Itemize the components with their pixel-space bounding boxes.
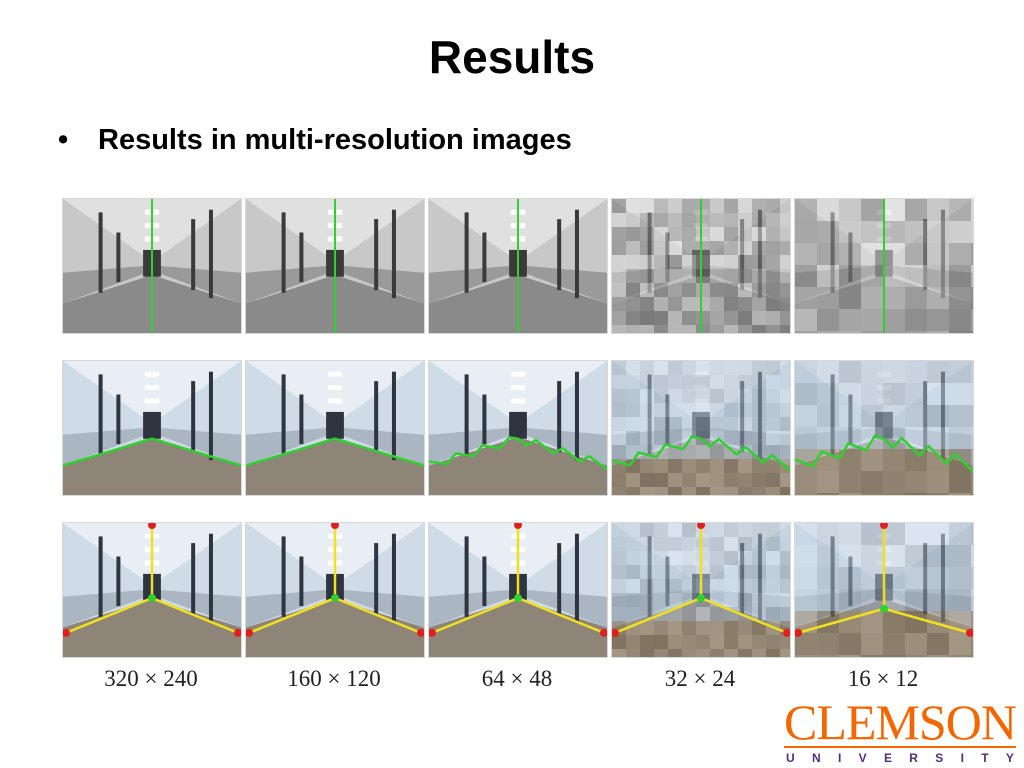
endpoint-marker-icon: [417, 628, 424, 637]
result-image-vertical-center-line: [611, 198, 791, 334]
result-image-floor-wall-boundary: [62, 360, 242, 496]
endpoint-marker-icon: [246, 628, 253, 637]
corridor-image: [429, 523, 607, 657]
result-image-floor-wall-boundary: [794, 360, 974, 496]
endpoint-marker-icon: [966, 628, 973, 637]
vanishing-line: [883, 607, 971, 635]
floor-boundary-line: [795, 433, 973, 473]
endpoint-marker-icon: [63, 628, 70, 637]
logo-letter: R: [909, 751, 918, 765]
result-image-vertical-center-line: [428, 198, 608, 334]
floor-boundary-line: [612, 434, 790, 472]
vanishing-point-marker-icon: [880, 604, 888, 613]
endpoint-marker-icon: [783, 628, 790, 637]
endpoint-marker-icon: [795, 628, 802, 637]
resolution-label: 320 × 240: [104, 666, 198, 691]
logo-wordmark: CLEMSON: [784, 694, 1017, 750]
bullet-dot-icon: •: [58, 124, 69, 156]
corridor-image: [795, 523, 973, 657]
vanishing-line: [248, 596, 336, 635]
vanishing-point-marker-icon: [697, 594, 705, 603]
vanishing-line: [700, 596, 788, 635]
result-image-floor-wall-boundary: [428, 360, 608, 496]
logo-letter: E: [883, 751, 892, 765]
floor-boundary-line: [429, 436, 607, 471]
corridor-image: [612, 361, 790, 495]
logo-letter: I: [960, 751, 964, 765]
corridor-image: [795, 361, 973, 495]
endpoint-marker-icon: [429, 628, 436, 637]
result-image-vertical-center-line: [245, 198, 425, 334]
corridor-image: [612, 523, 790, 657]
clemson-logo: CLEMSON U N I V E R S I T Y: [780, 694, 1020, 765]
vanishing-line: [65, 596, 153, 635]
result-image-vanishing-point-lines: [428, 522, 608, 658]
logo-rule: [784, 746, 1016, 748]
slide-title: Results: [428, 31, 596, 83]
corridor-image: [612, 199, 790, 333]
result-image-vertical-center-line: [62, 198, 242, 334]
endpoint-marker-icon: [880, 523, 888, 529]
logo-letter: I: [837, 751, 842, 765]
endpoint-marker-icon: [600, 628, 607, 637]
corridor-image: [246, 523, 424, 657]
endpoint-marker-icon: [234, 628, 241, 637]
endpoint-marker-icon: [514, 523, 522, 529]
logo-letter: N: [811, 751, 821, 765]
vanishing-line: [151, 596, 239, 635]
resolution-label: 16 × 12: [847, 666, 919, 691]
corridor-image: [246, 199, 424, 333]
logo-letter: S: [935, 751, 944, 765]
result-image-vertical-center-line: [794, 198, 974, 334]
vanishing-line: [797, 607, 885, 635]
result-image-floor-wall-boundary: [245, 360, 425, 496]
vanishing-line: [334, 596, 422, 635]
vanishing-line: [431, 596, 519, 635]
result-image-vanishing-point-lines: [794, 522, 974, 658]
floor-boundary-line: [246, 437, 424, 467]
corridor-image: [63, 199, 241, 333]
endpoint-marker-icon: [331, 523, 339, 529]
endpoint-marker-icon: [697, 523, 705, 529]
vanishing-line: [614, 596, 702, 635]
vanishing-point-marker-icon: [148, 594, 156, 603]
logo-letter: T: [981, 751, 989, 765]
result-image-floor-wall-boundary: [611, 360, 791, 496]
corridor-image: [63, 523, 241, 657]
corridor-image: [63, 361, 241, 495]
floor-boundary-line: [63, 437, 241, 467]
resolution-label: 64 × 48: [481, 666, 553, 691]
bullet-text: Results in multi-resolution images: [98, 124, 572, 156]
corridor-image: [246, 361, 424, 495]
endpoint-marker-icon: [148, 523, 156, 529]
result-image-vanishing-point-lines: [611, 522, 791, 658]
resolution-label: 160 × 120: [287, 666, 381, 691]
corridor-image: [429, 199, 607, 333]
result-image-vanishing-point-lines: [245, 522, 425, 658]
logo-letter: U: [786, 751, 795, 765]
endpoint-marker-icon: [612, 628, 619, 637]
result-image-vanishing-point-lines: [62, 522, 242, 658]
corridor-image: [429, 361, 607, 495]
vanishing-point-marker-icon: [514, 594, 522, 603]
logo-letter: Y: [1005, 751, 1014, 765]
vanishing-line: [517, 596, 605, 635]
resolution-label: 32 × 24: [664, 666, 736, 691]
bullet-item: • Results in multi-resolution images: [58, 124, 572, 157]
vanishing-point-marker-icon: [331, 594, 339, 603]
corridor-image: [795, 199, 973, 333]
logo-letter: V: [858, 751, 867, 765]
